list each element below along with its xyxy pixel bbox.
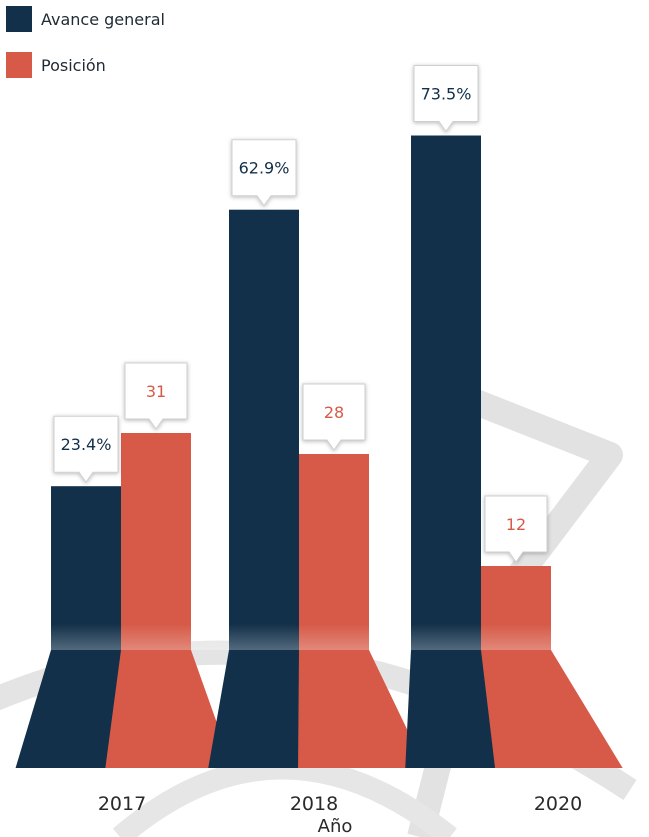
data-label-posicion-2018: 28 [324, 403, 344, 422]
data-label-avance-2020: 73.5% [421, 85, 472, 104]
legend-swatch-avance [6, 6, 32, 32]
bar-posicion-2018 [299, 454, 369, 650]
callout-box-posicion-2020 [484, 495, 548, 563]
x-tick-label-2017: 2017 [98, 793, 146, 815]
bar-avance-2017 [51, 486, 121, 650]
legend-label-avance: Avance general [41, 9, 165, 29]
bar-floor-projection [15, 650, 623, 768]
bar-avance-2020 [411, 135, 481, 650]
callout-box-avance-2020 [413, 65, 479, 133]
callout-box-avance-2018 [231, 139, 297, 207]
legend-item-posicion: Posición [6, 52, 165, 78]
legend-label-posicion: Posición [41, 55, 106, 75]
x-tick-label-2018: 2018 [290, 793, 338, 815]
legend-swatch-posicion [6, 52, 32, 78]
x-axis: 2017 2018 2020 Año [98, 793, 582, 837]
data-label-posicion-2020: 12 [506, 515, 526, 534]
floor-posicion-2018 [298, 650, 426, 768]
bar-posicion-2017 [121, 433, 191, 650]
data-label-avance-2018: 62.9% [239, 159, 290, 178]
x-tick-label-2020: 2020 [534, 793, 582, 815]
data-label-posicion-2017: 31 [146, 382, 166, 401]
legend-item-avance: Avance general [6, 6, 165, 32]
bars-group [0, 135, 649, 650]
callout-box-avance-2017 [53, 415, 119, 484]
x-axis-title: Año [318, 816, 353, 837]
floor-posicion-2020 [481, 650, 623, 768]
floor-posicion-2017 [105, 650, 233, 768]
callout-box-posicion-2017 [124, 362, 188, 430]
value-callouts: 23.4% 31 62.9% 28 73.5% 12 [53, 65, 548, 563]
legend: Avance general Posición [6, 6, 165, 98]
callout-box-posicion-2018 [302, 383, 366, 451]
data-label-avance-2017: 23.4% [61, 435, 112, 454]
bar-avance-2018 [229, 209, 299, 650]
